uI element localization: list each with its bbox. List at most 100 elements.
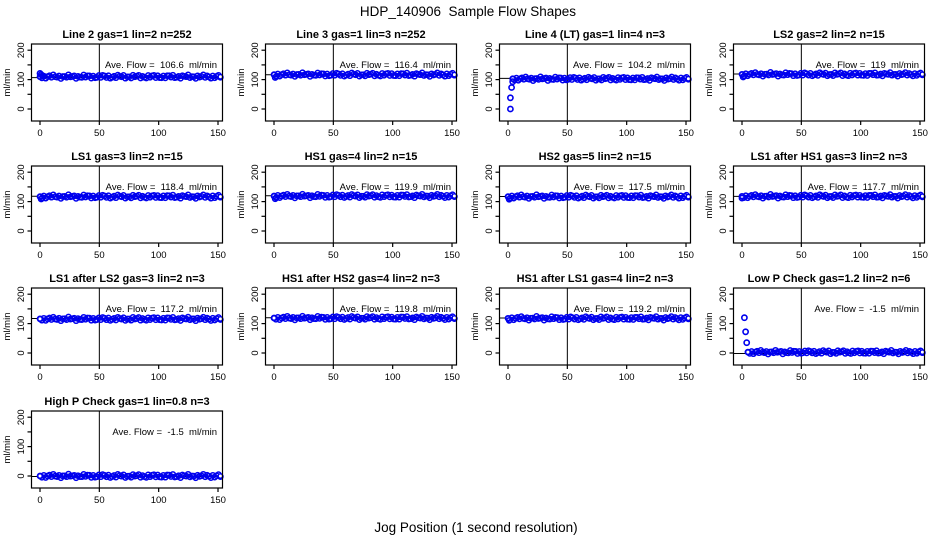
x-tick-label: 50 <box>94 495 105 506</box>
data-band <box>36 71 224 82</box>
subplot-5: HS1 gas=4 lin=2 n=15 0 50 100 150 0 100 200 ml/m… <box>234 143 468 265</box>
y-tick-label: 200 <box>484 42 495 58</box>
data-band <box>738 191 926 202</box>
subplot-svg-5: HS1 gas=4 lin=2 n=15 0 50 100 150 0 100 200ml/m… <box>236 151 460 261</box>
subplot-10: HS1 after LS1 gas=4 lin=2 n=3 0 50 100 150 0 1… <box>468 265 702 387</box>
lead-point <box>271 195 279 203</box>
x-tick-label: 100 <box>151 495 167 506</box>
subplot-title: Line 2 gas=1 lin=2 n=252 <box>62 29 191 41</box>
lead-point <box>37 195 45 203</box>
plot-box <box>498 43 692 122</box>
x-tick-label: 150 <box>444 128 460 139</box>
y-tick-label: 0 <box>484 228 495 233</box>
subplot-0: Line 2 gas=1 lin=2 n=252 0 50 100 150 0 100 200… <box>0 21 234 143</box>
plot-box <box>732 287 926 366</box>
x-tick-label: 150 <box>678 250 694 261</box>
plot-box <box>30 410 224 489</box>
lead-point <box>743 339 751 347</box>
subplot-4: LS1 gas=3 lin=2 n=15 0 50 100 150 0 100 200 ml/m… <box>0 143 234 265</box>
subplot-3: LS2 gas=2 lin=2 n=15 0 50 100 150 0 100 200 ml/m… <box>702 21 936 143</box>
lead-point <box>509 78 517 86</box>
data-band <box>36 313 224 325</box>
y-axis-label: ml/min <box>470 313 481 341</box>
x-tick-label: 100 <box>853 372 869 383</box>
lead-point <box>507 105 514 113</box>
x-tick-label: 50 <box>94 128 105 139</box>
y-axis-label: ml/min <box>236 313 247 341</box>
subplot-12: High P Check gas=1 lin=0.8 n=3 0 50 100 150 0… <box>0 388 234 510</box>
ave-flow-annotation: Ave. Flow = 117.5 ml/min <box>574 182 685 193</box>
x-tick-label: 0 <box>739 250 744 261</box>
y-tick-label: 100 <box>484 316 495 332</box>
subplot-title: HS1 after HS2 gas=4 lin=2 n=3 <box>282 273 440 285</box>
lead-point <box>738 194 746 202</box>
data-band <box>504 313 692 324</box>
x-tick-label: 0 <box>37 250 42 261</box>
x-tick-label: 50 <box>796 250 807 261</box>
data-band <box>744 346 926 358</box>
x-tick-label: 0 <box>271 128 276 139</box>
subplot-svg-0: Line 2 gas=1 lin=2 n=252 0 50 100 150 0 100 200… <box>2 29 226 139</box>
plot-box <box>732 165 926 244</box>
x-axis-label: Jog Position (1 second resolution) <box>374 520 578 535</box>
y-axis-label: ml/min <box>236 191 247 219</box>
y-axis-label: ml/min <box>704 191 715 219</box>
subplot-svg-9: HS1 after HS2 gas=4 lin=2 n=3 0 50 100 150 0 1… <box>236 273 460 383</box>
x-tick-label: 100 <box>619 128 635 139</box>
lead-point <box>741 314 748 322</box>
y-tick-label: 200 <box>718 164 729 180</box>
ave-flow-annotation: Ave. Flow = 117.7 ml/min <box>808 182 919 193</box>
subplot-8: LS1 after LS2 gas=3 lin=2 n=3 0 50 100 150 0 1… <box>0 265 234 387</box>
y-tick-label: 200 <box>250 42 261 58</box>
ave-flow-annotation: Ave. Flow = 119.8 ml/min <box>340 304 451 315</box>
plot-box <box>264 165 458 244</box>
ave-flow-annotation: Ave. Flow = 106.6 ml/min <box>105 60 217 71</box>
x-tick-label: 150 <box>210 372 226 383</box>
y-tick-label: 100 <box>250 72 261 88</box>
lead-point <box>508 84 515 91</box>
band-start-point <box>745 349 751 356</box>
lead-point <box>273 73 280 80</box>
lead-point <box>273 194 280 201</box>
subplot-svg-4: LS1 gas=3 lin=2 n=15 0 50 100 150 0 100 200ml/m… <box>2 151 226 261</box>
x-tick-label: 100 <box>853 128 869 139</box>
subplot-title: High P Check gas=1 lin=0.8 n=3 <box>44 396 209 408</box>
data-band <box>504 191 692 202</box>
x-tick-label: 150 <box>912 128 928 139</box>
ave-flow-annotation: Ave. Flow = 116.4 ml/min <box>340 60 451 71</box>
y-tick-label: 100 <box>250 194 261 210</box>
subplot-svg-1: Line 3 gas=1 lin=3 n=252 0 50 100 150 0 100 200… <box>236 29 460 139</box>
x-tick-label: 150 <box>678 372 694 383</box>
x-tick-label: 100 <box>619 372 635 383</box>
y-axis-label: ml/min <box>704 69 715 97</box>
y-tick-label: 0 <box>250 106 261 111</box>
x-tick-label: 150 <box>678 128 694 139</box>
x-tick-label: 100 <box>853 250 869 261</box>
data-band <box>36 191 224 202</box>
subplot-title: Low P Check gas=1.2 lin=2 n=6 <box>748 273 911 285</box>
y-tick-label: 0 <box>250 228 261 233</box>
lead-point <box>39 72 46 80</box>
subplot-title: LS1 after LS2 gas=3 lin=2 n=3 <box>49 273 205 285</box>
x-tick-label: 150 <box>444 372 460 383</box>
data-band <box>509 73 692 84</box>
y-axis-label: ml/min <box>470 191 481 219</box>
x-tick-label: 150 <box>912 372 928 383</box>
y-tick-label: 100 <box>16 194 27 210</box>
ave-flow-annotation: Ave. Flow = -1.5 ml/min <box>112 427 217 438</box>
y-tick-label: 100 <box>16 72 27 88</box>
x-tick-label: 50 <box>562 250 573 261</box>
ave-flow-annotation: Ave. Flow = 119.2 ml/min <box>574 304 685 315</box>
x-tick-label: 0 <box>37 495 42 506</box>
x-tick-label: 0 <box>505 128 510 139</box>
y-tick-label: 100 <box>484 194 495 210</box>
lead-point <box>505 317 513 324</box>
x-tick-label: 0 <box>739 128 744 139</box>
subplot-title: Line 4 (LT) gas=1 lin=4 n=3 <box>525 29 665 41</box>
y-tick-label: 200 <box>718 42 729 58</box>
y-axis-label: ml/min <box>236 69 247 97</box>
y-tick-label: 200 <box>484 286 495 302</box>
lead-point <box>507 94 514 102</box>
lead-point <box>507 194 514 202</box>
